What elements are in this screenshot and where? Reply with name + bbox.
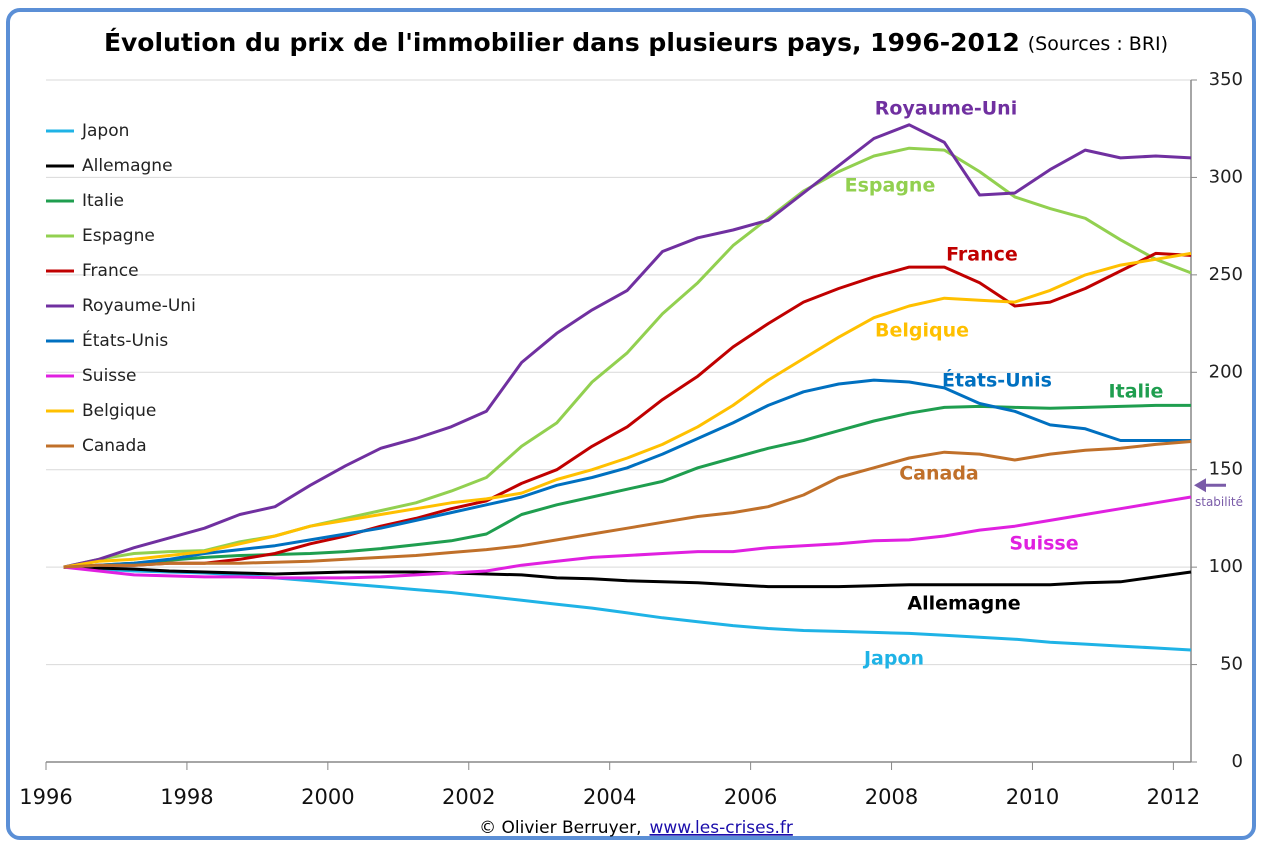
series-label: Canada	[899, 463, 979, 485]
y-tick-label: 0	[1232, 751, 1243, 772]
y-tick-label: 150	[1209, 459, 1243, 480]
series-label: États-Unis	[942, 369, 1052, 392]
title-main: Évolution du prix de l'immobilier dans p…	[104, 28, 1020, 57]
legend-label: Espagne	[82, 226, 155, 246]
data-line	[63, 251, 1192, 569]
data-line	[63, 403, 1191, 569]
credit-link[interactable]: www.les-crises.fr	[650, 818, 793, 838]
x-tick-label: 1996	[19, 785, 72, 809]
series-label: France	[946, 244, 1018, 266]
series-label: Suisse	[1009, 533, 1078, 555]
series-label: Allemagne	[907, 593, 1020, 615]
series-label: Italie	[1109, 381, 1164, 403]
y-tick-label: 350	[1209, 69, 1243, 90]
series-label: Japon	[862, 648, 924, 670]
x-tick-label: 2002	[442, 785, 495, 809]
series-label: Royaume-Uni	[875, 98, 1017, 120]
data-line	[63, 495, 1192, 580]
y-tick-label: 200	[1209, 361, 1243, 382]
x-tick-label: 2004	[583, 785, 636, 809]
legend-label: Italie	[82, 191, 124, 211]
credit-text: © Olivier Berruyer,	[479, 818, 641, 838]
frame	[6, 8, 1256, 840]
credit: © Olivier Berruyer, www.les-crises.fr	[479, 818, 793, 838]
legend-label: Suisse	[82, 366, 136, 386]
legend-label: Royaume-Uni	[82, 296, 196, 316]
data-line	[63, 440, 1192, 569]
annotation-arrowhead	[1194, 478, 1206, 493]
legend-label: Allemagne	[82, 156, 173, 176]
series-label: Belgique	[875, 320, 969, 342]
data-line	[63, 123, 1192, 569]
x-tick-label: 2008	[865, 785, 918, 809]
x-tick-label: 2000	[301, 785, 354, 809]
legend-label: États-Unis	[82, 329, 168, 351]
y-tick-label: 300	[1209, 166, 1243, 187]
x-tick-label: 1998	[160, 785, 213, 809]
data-line	[63, 146, 1192, 569]
legend-label: Japon	[81, 121, 129, 141]
x-tick-label: 2012	[1147, 785, 1200, 809]
data-line	[63, 378, 1191, 569]
legend-label: France	[82, 261, 139, 281]
data-line	[63, 251, 1192, 569]
y-tick-label: 250	[1209, 264, 1243, 285]
x-tick-label: 2006	[724, 785, 777, 809]
y-tick-label: 100	[1209, 556, 1243, 577]
annotation-label: stabilité	[1195, 495, 1243, 509]
legend-label: Belgique	[82, 401, 156, 421]
subtitle: (Sources : BRI)	[1028, 33, 1168, 55]
data-line	[63, 565, 1192, 589]
y-tick-label: 50	[1220, 654, 1243, 675]
chart-title: Évolution du prix de l'immobilier dans p…	[104, 28, 1168, 57]
x-tick-label: 2010	[1006, 785, 1059, 809]
series-label: Espagne	[845, 175, 936, 197]
legend-label: Canada	[82, 436, 147, 456]
